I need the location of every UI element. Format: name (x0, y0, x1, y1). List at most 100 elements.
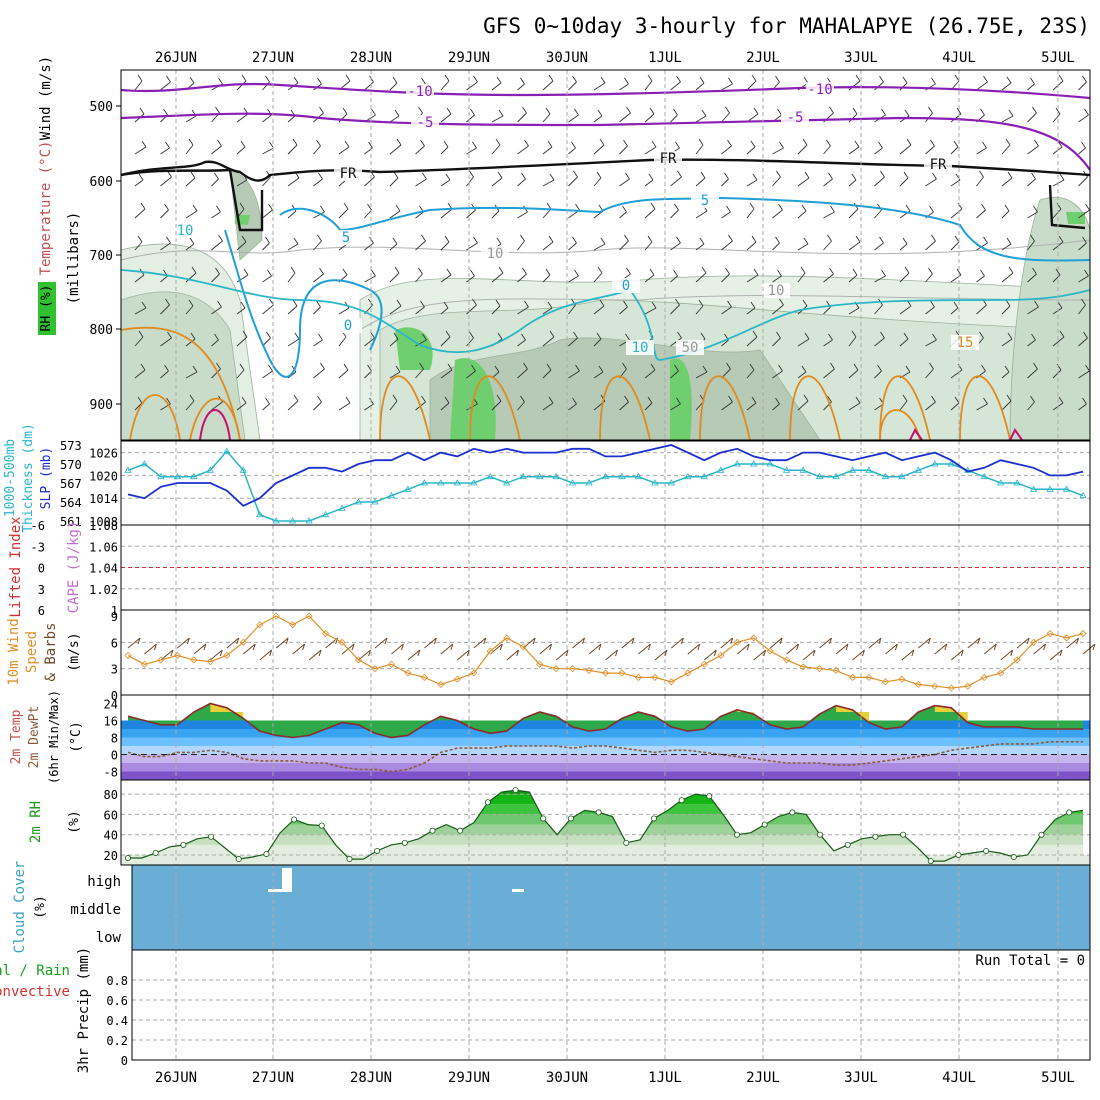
wind-barb (593, 171, 602, 187)
contour-label-bg (806, 82, 834, 97)
wind-barb (1078, 331, 1088, 347)
wind-barb (211, 172, 219, 187)
cloud-cover-panel: high middle low (70, 864, 1091, 951)
wind10m-barb (1049, 649, 1063, 661)
wind-barb (160, 170, 172, 187)
wind10m-barb (950, 649, 964, 661)
wind-barb (899, 237, 908, 251)
wind-barb (772, 170, 781, 187)
wind10m-barb (539, 643, 553, 655)
wind-barb (134, 140, 147, 155)
contour-label-bg (411, 115, 439, 130)
wind-barb (670, 269, 678, 283)
rh-point (733, 831, 740, 838)
wind-barb (1027, 77, 1035, 91)
wind-barb (313, 234, 322, 251)
wind-barb (338, 140, 350, 155)
wind10m-barb (769, 637, 783, 649)
wind10m-point (569, 665, 577, 673)
wind-barb (1001, 204, 1010, 219)
ylabel-temperature: Temperature (°C) (38, 141, 54, 276)
wind-barb (670, 75, 681, 91)
wind-barb (925, 395, 936, 411)
wind-barb (185, 204, 198, 219)
wind-barb (1078, 141, 1086, 155)
wind-barb (874, 364, 882, 379)
ylabel-precip-total: Total / Rain (0, 963, 70, 979)
wind-barb (568, 331, 578, 347)
wind10m-barb (226, 637, 240, 649)
wind10m-point (947, 684, 955, 692)
wind10m-point (832, 666, 840, 674)
rh-point (374, 847, 381, 854)
wind-barb (1001, 299, 1011, 315)
wind-barb (415, 139, 425, 155)
wind-barb (517, 106, 527, 123)
wind-barb (389, 76, 398, 91)
wind10m-barb (242, 643, 256, 655)
wind-barb (619, 395, 629, 411)
wind-barb (491, 138, 501, 155)
wind-barb (797, 204, 807, 219)
wind-barb (1001, 365, 1010, 379)
wind-barb (1001, 237, 1012, 251)
wind10m-point (815, 665, 824, 673)
ylabel-cape: CAPE (J/kg) (66, 521, 82, 614)
rh-point (152, 849, 159, 856)
wind10m-barb (885, 643, 898, 655)
date-axis: 26JUN 26JUN 27JUN 27JUN 28JUN 28JUN 29JUN 29JUN… (155, 50, 1075, 1086)
cape-tick-label: 1 (111, 604, 118, 618)
thickness-marker (354, 498, 363, 505)
wind-barb (236, 140, 246, 155)
wind-barb (925, 333, 937, 347)
wind-barb (619, 139, 628, 155)
wind-barb (236, 301, 246, 315)
thickness-marker (568, 479, 577, 486)
thickness-marker (420, 479, 429, 486)
date-label-bottom: 1JUL (648, 1070, 682, 1086)
date-label-top: 27JUN (252, 50, 294, 66)
wind-barb (644, 107, 655, 123)
rh-contour-0 (120, 239, 1091, 261)
wind-barb (950, 140, 959, 155)
wind10m-point (289, 621, 297, 629)
run-total-label: Run Total = 0 (975, 953, 1085, 969)
wind-barb (593, 76, 606, 91)
thickness-marker (766, 460, 774, 467)
wind-barb (976, 141, 987, 155)
precip-tick-label: 0.8 (106, 974, 128, 988)
wind-barb (797, 332, 810, 347)
wind10m-point (239, 638, 247, 646)
date-label-top: 5JUL (1041, 50, 1075, 66)
wind10m-point (914, 680, 922, 689)
wind-barb (746, 268, 759, 283)
wind-barb (542, 330, 555, 347)
wind-barb (389, 394, 398, 411)
wind-barb (160, 203, 169, 219)
wind-barb (1027, 106, 1037, 123)
wind10m-point (338, 638, 346, 646)
rh-line (128, 789, 1084, 862)
wind-tick-label: 3 (111, 663, 118, 677)
contour-label-bg (951, 335, 979, 350)
wind-barb (695, 237, 705, 251)
wind-tick-label: 0 (111, 689, 118, 703)
wind10m-barb (424, 637, 437, 649)
wind-barb (313, 172, 323, 187)
temp-band-0 (121, 771, 1090, 780)
wind10m-barb (522, 637, 536, 649)
wind-barb (823, 333, 833, 347)
wind10m-barb (802, 649, 816, 661)
wind10m-point (470, 669, 478, 677)
contour-label-bg (406, 84, 434, 99)
wind-barb (185, 365, 198, 379)
wind-barb (721, 205, 731, 219)
precip-tick-label: 0.6 (106, 994, 128, 1008)
wind-barb (1078, 236, 1087, 251)
ylabel-rh-unit: (%) (67, 810, 82, 833)
wind-barb (772, 141, 784, 155)
wind-barb (848, 235, 861, 251)
wind10m-point (536, 660, 544, 668)
upper-frame (120, 69, 1091, 441)
wind10m-barb (275, 637, 289, 649)
